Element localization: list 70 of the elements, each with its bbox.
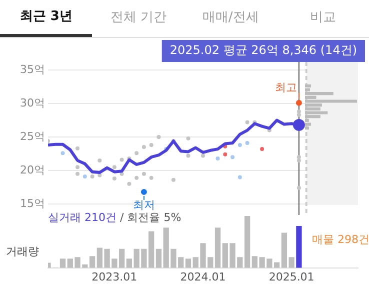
annotation: 매물 298건	[312, 232, 369, 247]
y-tick-label: 25억	[20, 130, 45, 143]
x-tick-label: 2023.01	[92, 270, 138, 284]
point	[82, 174, 87, 179]
annotation: 최고	[274, 81, 297, 94]
point	[149, 176, 154, 180]
point	[98, 158, 102, 162]
point	[127, 182, 132, 186]
y-tick-label: 35억	[20, 62, 45, 76]
point	[142, 145, 146, 150]
ref-line-label: 2025.02 평균 26억 8,346 (14건)	[170, 43, 357, 58]
bar	[214, 228, 221, 268]
bar	[244, 216, 250, 268]
bar	[305, 122, 312, 126]
annotation: / 회전율 5%	[120, 211, 182, 224]
point	[90, 174, 94, 179]
point	[120, 158, 124, 162]
bar	[185, 258, 192, 268]
point	[296, 186, 301, 190]
bar	[296, 226, 302, 268]
text: 전체 기간	[109, 9, 168, 27]
point	[134, 151, 139, 156]
text: 비교	[308, 9, 337, 27]
point	[186, 154, 190, 158]
y-tick-label: 15억	[20, 196, 45, 210]
point	[201, 154, 205, 158]
point	[296, 158, 301, 162]
point	[134, 176, 139, 180]
point	[216, 156, 220, 160]
point	[76, 172, 80, 176]
annotation: 최저	[132, 198, 155, 212]
point	[112, 176, 116, 181]
x-tick-label: 2025.01	[268, 270, 314, 284]
point	[230, 155, 235, 160]
y-tick-label: 20억	[20, 163, 45, 176]
bar	[305, 111, 328, 114]
point	[60, 151, 65, 156]
point	[149, 143, 154, 148]
point	[223, 152, 228, 156]
point	[238, 175, 242, 180]
point	[245, 141, 250, 146]
bar	[156, 248, 162, 268]
point	[171, 178, 176, 182]
point	[140, 188, 147, 195]
point	[186, 136, 190, 140]
point	[238, 143, 242, 148]
bar	[89, 256, 96, 268]
point	[76, 165, 80, 170]
text: 최근 3년	[0, 0, 92, 37]
text: 매매/전세	[201, 9, 260, 27]
bar	[305, 92, 334, 96]
bar	[305, 100, 357, 103]
bar	[305, 126, 309, 130]
annotation: 실거래 210건	[48, 211, 118, 224]
y-tick-label: 30억	[20, 96, 45, 110]
point	[245, 120, 250, 124]
point	[296, 155, 301, 160]
bar	[60, 258, 66, 268]
bar	[305, 84, 312, 88]
point	[296, 110, 301, 114]
point	[260, 147, 264, 152]
y-axis-title: 거래량	[6, 244, 39, 259]
point	[156, 135, 161, 139]
point	[296, 100, 302, 106]
point	[292, 118, 305, 131]
point	[296, 112, 301, 117]
x-tick-label: 2024.01	[180, 270, 226, 284]
point	[76, 146, 80, 150]
point	[112, 165, 116, 170]
point	[142, 172, 146, 176]
